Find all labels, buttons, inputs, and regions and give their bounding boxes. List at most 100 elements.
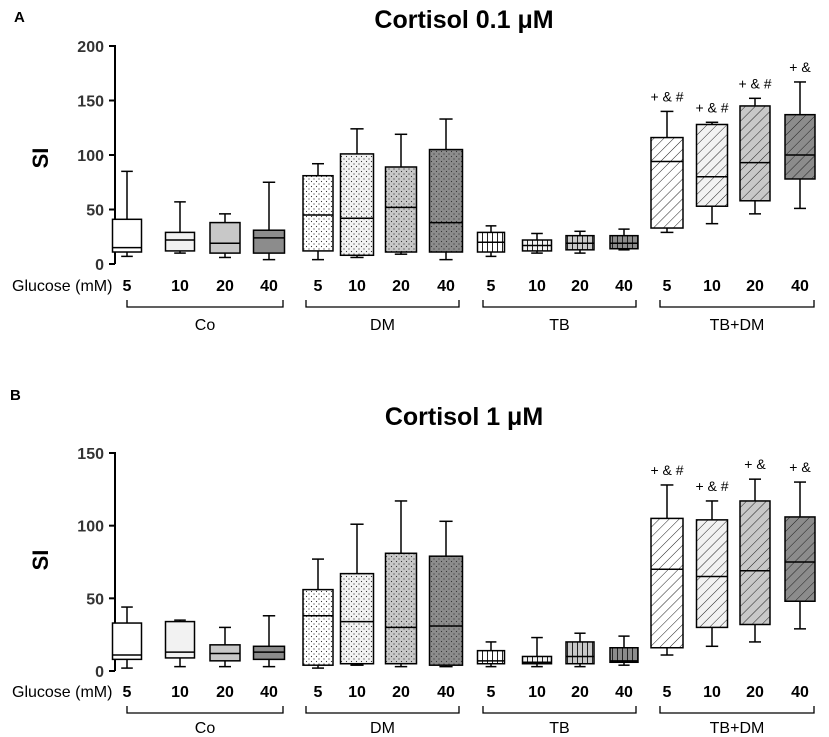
box-pattern — [651, 518, 683, 648]
x-tick-label: 10 — [171, 684, 189, 701]
box-co-5 — [111, 606, 143, 669]
box-outline — [784, 516, 816, 602]
x-tick-label: 40 — [615, 278, 633, 295]
y-tick-label: 50 — [86, 203, 104, 220]
box-dm-10 — [339, 128, 375, 259]
box-outline — [428, 148, 464, 253]
x-axis-label: Glucose (mM) — [12, 684, 112, 701]
x-tick-label: 5 — [663, 684, 672, 701]
box-outline — [111, 622, 143, 661]
box-outline — [384, 552, 418, 665]
box-outline — [164, 620, 196, 659]
box-fill — [112, 219, 142, 253]
significance-marker: + & — [744, 456, 766, 472]
panel-a: A Cortisol 0.1 μM SI 0 50 100 150 200 Glucose (m… — [12, 6, 816, 334]
x-tick-label: 40 — [260, 278, 278, 295]
group-bracket — [305, 300, 460, 308]
chart-title: Cortisol 1 μM — [385, 403, 543, 431]
box-outline — [302, 174, 334, 252]
box-tb-20 — [565, 632, 595, 668]
significance-marker: + & # — [695, 478, 728, 494]
x-axis-label: Glucose (mM) — [12, 278, 112, 295]
box-co-40 — [252, 181, 286, 261]
box-pattern — [522, 656, 552, 664]
box-outline — [695, 519, 729, 629]
box-fill — [253, 230, 285, 254]
x-tick-label: 40 — [791, 684, 809, 701]
box-dm-20 — [384, 133, 418, 255]
group-bracket — [659, 300, 815, 308]
panel-letter: B — [10, 387, 21, 404]
box-outline — [111, 218, 143, 253]
box-tb-dm-20: + & — [739, 456, 771, 643]
x-tick-label: 10 — [171, 278, 189, 295]
box-tb-10 — [521, 232, 553, 254]
y-axis-label: SI — [28, 148, 53, 169]
x-tick-label: 5 — [487, 278, 496, 295]
box-outline — [784, 113, 816, 180]
x-tick-label: 40 — [260, 684, 278, 701]
box-pattern — [385, 166, 417, 253]
box-pattern — [651, 137, 683, 229]
x-tick-label: 10 — [348, 278, 366, 295]
box-dm-40 — [428, 520, 464, 668]
box-pattern — [303, 175, 333, 251]
box-co-10 — [164, 201, 196, 254]
box-pattern — [566, 641, 594, 664]
box-outline — [565, 641, 595, 665]
significance-marker: + & — [789, 59, 811, 75]
box-outline — [650, 517, 684, 649]
significance-marker: + & # — [695, 99, 728, 115]
box-dm-10 — [339, 523, 375, 666]
y-tick-label: 150 — [77, 446, 104, 463]
x-tick-label: 5 — [123, 684, 132, 701]
box-pattern — [785, 114, 815, 179]
box-co-40 — [252, 615, 286, 668]
box-outline — [252, 229, 286, 254]
x-tick-label: 5 — [663, 278, 672, 295]
box-pattern — [303, 589, 333, 666]
box-tb-dm-40: + & — [784, 459, 816, 630]
y-tick-label: 100 — [77, 519, 104, 536]
significance-marker: + & # — [650, 88, 683, 104]
box-dm-5 — [302, 162, 334, 261]
box-tb-20 — [565, 230, 595, 254]
x-tick-label: 10 — [528, 684, 546, 701]
box-pattern — [785, 516, 815, 602]
group-label: DM — [370, 720, 395, 737]
y-tick-label: 0 — [95, 664, 104, 681]
box-outline — [609, 646, 639, 664]
y-tick-label: 50 — [86, 591, 104, 608]
box-outline — [339, 572, 375, 665]
box-pattern — [740, 105, 770, 201]
box-dm-20 — [384, 500, 418, 668]
y-tick-label: 100 — [77, 148, 104, 165]
y-tick-label: 150 — [77, 94, 104, 111]
x-tick-label: 10 — [703, 684, 721, 701]
box-outline — [521, 655, 553, 665]
x-tick-label: 20 — [216, 684, 234, 701]
x-tick-label: 40 — [791, 278, 809, 295]
box-pattern — [429, 149, 463, 253]
x-tick-label: 40 — [437, 278, 455, 295]
group-label: DM — [370, 317, 395, 334]
box-pattern — [610, 235, 638, 249]
box-pattern — [340, 573, 374, 664]
box-tb-dm-20: + & # — [738, 75, 772, 215]
significance-marker: + & — [789, 459, 811, 475]
x-tick-label: 10 — [348, 684, 366, 701]
box-tb-dm-5: + & # — [650, 462, 684, 656]
x-tick-label: 20 — [216, 278, 234, 295]
x-tick-label: 5 — [123, 278, 132, 295]
group-label: TB — [549, 720, 569, 737]
box-outline — [339, 153, 375, 257]
box-fill — [165, 232, 195, 251]
box-pattern — [610, 647, 638, 663]
x-tick-label: 5 — [487, 684, 496, 701]
x-tick-label: 20 — [392, 278, 410, 295]
box-dm-5 — [302, 558, 334, 669]
box-dm-40 — [428, 118, 464, 261]
box-co-10 — [164, 619, 196, 668]
y-axis-label: SI — [28, 550, 53, 571]
box-tb-10 — [521, 636, 553, 668]
